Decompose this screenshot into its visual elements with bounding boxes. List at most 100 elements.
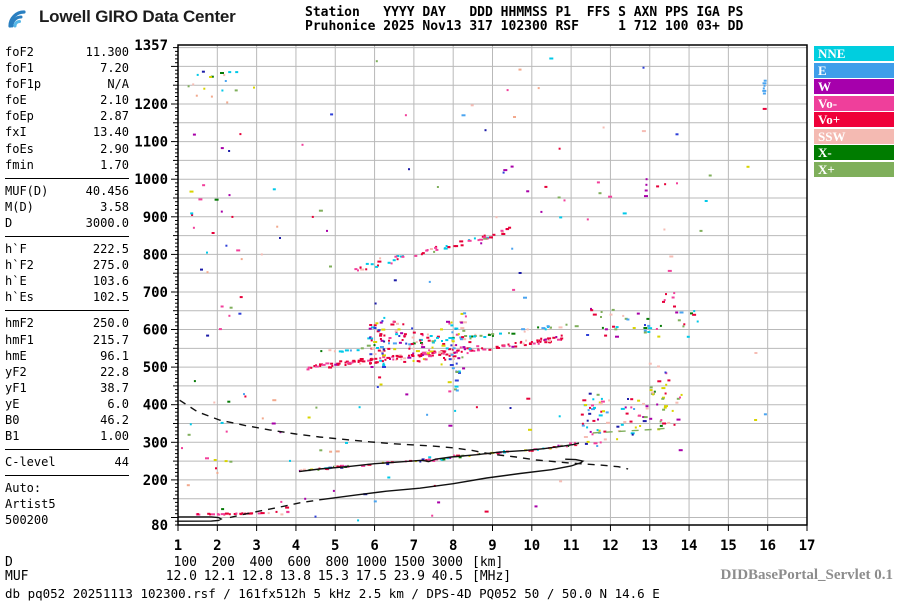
svg-text:7: 7 [410,538,418,554]
row-value: 13.8 [279,569,311,584]
row-value: 1500 [393,555,425,570]
param-row: C-level 44 [5,454,129,470]
row-value: 12.0 [165,569,197,584]
param-row: hmE 96.1 [5,348,129,364]
param-row: foF2 11.300 [5,44,129,60]
svg-text:10: 10 [523,538,540,554]
param-row: foEp 2.87 [5,108,129,124]
d-muf-row: MUF 12.0 12.1 12.8 13.8 15.3 17.5 23.9 40.5 [MHz] [5,570,511,584]
param-row: yF2 22.8 [5,364,129,380]
param-value: 46.2 [100,412,129,427]
row-unit: [km] [472,555,504,570]
auto-line: Auto: [5,481,42,496]
legend-item-w: W [814,79,894,94]
param-row: foE 2.10 [5,92,129,108]
param-value: 22.8 [100,364,129,379]
auto-line: Artist5 [5,497,56,512]
param-value: 102.5 [92,290,129,305]
param-value: 13.40 [92,125,129,140]
param-label: h`Es [5,290,34,305]
param-value: 44 [114,455,129,470]
param-label: h`E [5,274,27,289]
svg-text:1200: 1200 [134,97,168,113]
param-label: h`F [5,242,27,257]
param-label: C-level [5,455,56,470]
param-value: 1.70 [100,157,129,172]
param-row: foEs 2.90 [5,141,129,157]
param-row: B1 1.00 [5,428,129,444]
svg-text:14: 14 [681,538,698,554]
row-value: 1000 [355,555,387,570]
d-muf-table: D 100 200 400 600 800 1000 1500 3000 [km] MUF 12.0 1… [5,556,511,584]
svg-text:400: 400 [143,398,168,414]
gridlines [178,45,807,525]
param-label: B1 [5,429,20,444]
x-model-extension [592,427,666,434]
param-label: D [5,215,13,230]
param-label: MUF(D) [5,183,49,198]
param-value: 222.5 [92,242,129,257]
param-value: 2.90 [100,141,129,156]
svg-text:600: 600 [143,323,168,339]
station-header-row: Station YYYY DAY DDD HHMMSS P1 FFS S AXN… [305,5,744,20]
param-value: 7.20 [100,61,129,76]
row-value: 40.5 [431,569,463,584]
param-label: foEs [5,141,34,156]
param-label: foF2 [5,45,34,59]
param-value: 3.58 [100,199,129,214]
param-label: hmE [5,348,27,363]
station-values-row: Pruhonice 2025 Nov13 317 102300 RSF 1 71… [305,19,744,34]
legend-item-x+: X+ [814,161,894,177]
param-row: fmin 1.70 [5,157,129,173]
param-value: N/A [107,77,129,92]
svg-text:9: 9 [488,538,496,554]
param-value: 2.10 [100,93,129,108]
param-row: hmF2 250.0 [5,315,129,331]
param-value: 2.87 [100,109,129,124]
svg-text:17: 17 [799,538,816,554]
axis-ticks [171,47,808,531]
d-muf-row: D 100 200 400 600 800 1000 1500 3000 [km] [5,556,511,570]
row-label: MUF [5,569,29,584]
param-row: yE 6.0 [5,396,129,412]
panel-divider [5,310,129,312]
panel-divider [5,475,129,477]
echo-points [181,57,767,522]
auto-line: 500200 [5,513,49,528]
row-value: 600 [287,555,311,570]
svg-text:5: 5 [331,538,339,554]
svg-text:300: 300 [143,435,168,451]
param-value: 275.0 [92,258,129,273]
param-value: 3000.0 [85,215,129,230]
svg-text:11: 11 [563,538,580,554]
svg-text:6: 6 [370,538,378,554]
row-value: 200 [211,555,235,570]
param-row: h`Es 102.5 [5,289,129,305]
row-value: 12.8 [241,569,273,584]
svg-text:800: 800 [143,247,168,263]
param-label: yE [5,396,20,411]
row-value: 23.9 [393,569,425,584]
param-value: 250.0 [92,316,129,331]
axis-labels: 1357120011001000900800700600500400300200… [134,38,815,554]
legend-item-vo+: Vo+ [814,112,894,127]
svg-text:80: 80 [151,518,168,534]
parameter-panel: foF2 11.300 foF1 7.20 foF1p N/A foE 2.10 foEp 2.8… [5,44,129,529]
svg-text:4: 4 [292,538,300,554]
param-row: yF1 38.7 [5,380,129,396]
panel-divider [5,177,129,179]
svg-text:16: 16 [759,538,776,554]
svg-text:1000: 1000 [134,172,168,188]
param-row: hmF1 215.7 [5,332,129,348]
svg-text:8: 8 [449,538,457,554]
param-label: hmF2 [5,316,34,331]
param-row: foF1p N/A [5,76,129,92]
row-value: 800 [325,555,349,570]
muf-transmission-curve [179,399,629,470]
svg-text:1100: 1100 [134,135,168,151]
param-row: D 3000.0 [5,215,129,231]
row-unit: [MHz] [472,569,512,584]
param-value: 215.7 [92,332,129,347]
legend-item-x-: X- [814,145,894,160]
legend: NNE E W Vo- Vo+ SSW X- X+ [814,46,894,178]
